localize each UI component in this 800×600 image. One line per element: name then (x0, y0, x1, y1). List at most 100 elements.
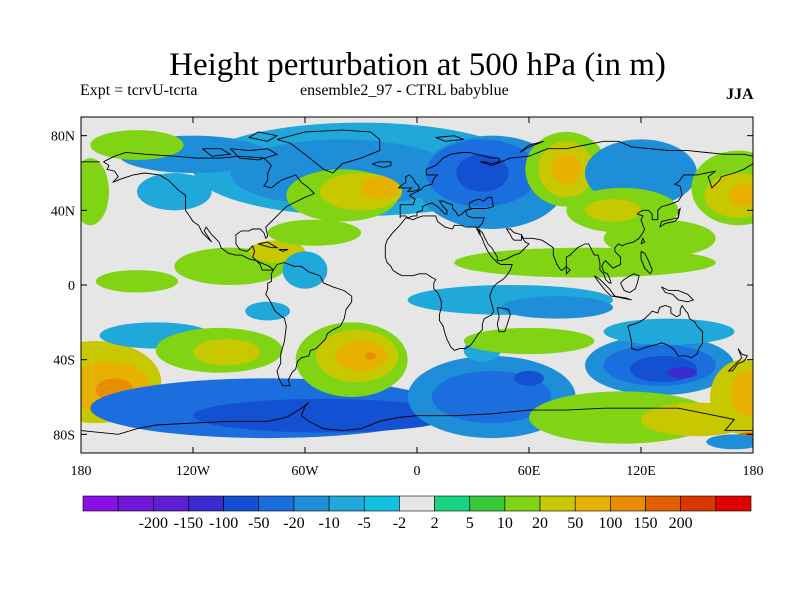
colorbar-label: -5 (358, 515, 371, 532)
colorbar-label: -150 (174, 515, 203, 532)
colorbar-label: -2 (393, 515, 406, 532)
contour-region (282, 251, 328, 289)
colorbar-swatch (645, 495, 681, 512)
coastline-layer (81, 129, 753, 435)
contour-fill-layer (81, 122, 753, 450)
coastline (640, 250, 653, 275)
coastline (620, 273, 640, 293)
colorbar-swatch (117, 495, 154, 512)
contour-region (728, 184, 753, 207)
coastline (398, 174, 420, 193)
contour-region (501, 296, 613, 319)
coastline (627, 304, 704, 359)
chart-title: Height perturbation at 500 hPa (in m) (169, 47, 666, 83)
coastline (565, 265, 571, 275)
coastline (399, 163, 753, 284)
colorbar-label: 50 (567, 515, 583, 532)
colorbar-swatch (610, 495, 646, 512)
coastline (103, 152, 316, 271)
coastline (435, 135, 464, 142)
contour-region (514, 370, 544, 386)
y-tick-label: 80S (53, 428, 75, 443)
axis-ticks: 180 120W 60W 0 60E 120E 180 80N 40N 0 40S 80S (51, 117, 764, 479)
ensemble-subtitle: ensemble2_97 - CTRL babyblue (300, 82, 509, 99)
colorbar-label: 10 (497, 515, 513, 532)
coastline (727, 348, 749, 372)
contour-region (364, 352, 376, 360)
contour-region (456, 154, 509, 192)
colorbar-label: 2 (431, 515, 439, 532)
y-tick-label: 40S (53, 354, 75, 369)
colorbar-swatch (574, 495, 611, 512)
colorbar-label: -50 (248, 515, 269, 532)
contour-region (137, 173, 212, 211)
coastline (278, 249, 289, 252)
colorbar: -200 -150 -100 -50 -20 -10 -5 -2 2 5 10 20 50 100 150 2… (82, 495, 752, 532)
x-tick-label: 120E (626, 464, 656, 479)
colorbar-swatch (399, 495, 435, 512)
colorbar-label: -200 (139, 515, 168, 532)
coastline (265, 262, 353, 387)
season-label: JJA (726, 86, 754, 103)
coastline (640, 237, 646, 245)
x-tick-label: 60E (518, 464, 541, 479)
colorbar-label: -10 (318, 515, 339, 532)
x-tick-label: 120W (176, 464, 211, 479)
colorbar-swatch (328, 495, 365, 512)
x-tick-label: 180 (71, 464, 92, 479)
colorbar-swatch (153, 495, 189, 512)
coastline (659, 207, 681, 228)
y-tick-label: 0 (68, 279, 75, 294)
colorbar-swatch (504, 495, 541, 512)
contour-region (585, 199, 641, 222)
contour-region (730, 370, 753, 416)
contour-region (90, 130, 184, 160)
experiment-subtitle: Expt = tcrvU-tcrta (80, 82, 198, 99)
coastline (399, 140, 753, 218)
coastline (612, 295, 632, 301)
contour-region (245, 301, 291, 321)
coastline (384, 215, 513, 351)
x-tick-label: 0 (414, 464, 421, 479)
colorbar-label: 200 (669, 515, 693, 532)
x-tick-label: 180 (743, 464, 764, 479)
coastline (276, 129, 381, 174)
contour-region (361, 176, 399, 200)
coastline (661, 286, 695, 303)
contour-region (551, 154, 582, 185)
coastline (202, 148, 232, 157)
coastline (258, 241, 279, 249)
colorbar-swatch (293, 495, 330, 512)
contour-region (603, 318, 735, 345)
colorbar-label: 150 (634, 515, 658, 532)
colorbar-swatch (434, 495, 471, 512)
coastline (519, 140, 545, 153)
y-tick-label: 80N (51, 130, 75, 145)
colorbar-label: 100 (598, 515, 622, 532)
colorbar-swatch (715, 495, 752, 512)
colorbar-swatch (223, 495, 260, 512)
colorbar-swatch (539, 495, 576, 512)
colorbar-label: 5 (466, 515, 474, 532)
contour-region (706, 434, 753, 450)
colorbar-swatch (82, 495, 119, 512)
coastline (229, 148, 279, 161)
coastline (247, 131, 279, 142)
contour-region (81, 158, 109, 226)
contour-region (192, 398, 455, 433)
coastline (81, 402, 753, 435)
contour-region (463, 327, 595, 355)
colorbar-swatch (363, 495, 400, 512)
colorbar-swatch (188, 495, 224, 512)
y-tick-label: 40N (51, 204, 75, 219)
contour-region (667, 367, 697, 379)
colorbar-label: -20 (283, 515, 304, 532)
colorbar-swatch (258, 495, 295, 512)
contour-region (267, 219, 362, 246)
x-tick-label: 60W (291, 464, 319, 479)
coastline (496, 306, 511, 333)
contour-region (95, 270, 179, 293)
colorbar-label: 20 (532, 515, 548, 532)
colorbar-swatch (680, 495, 717, 512)
